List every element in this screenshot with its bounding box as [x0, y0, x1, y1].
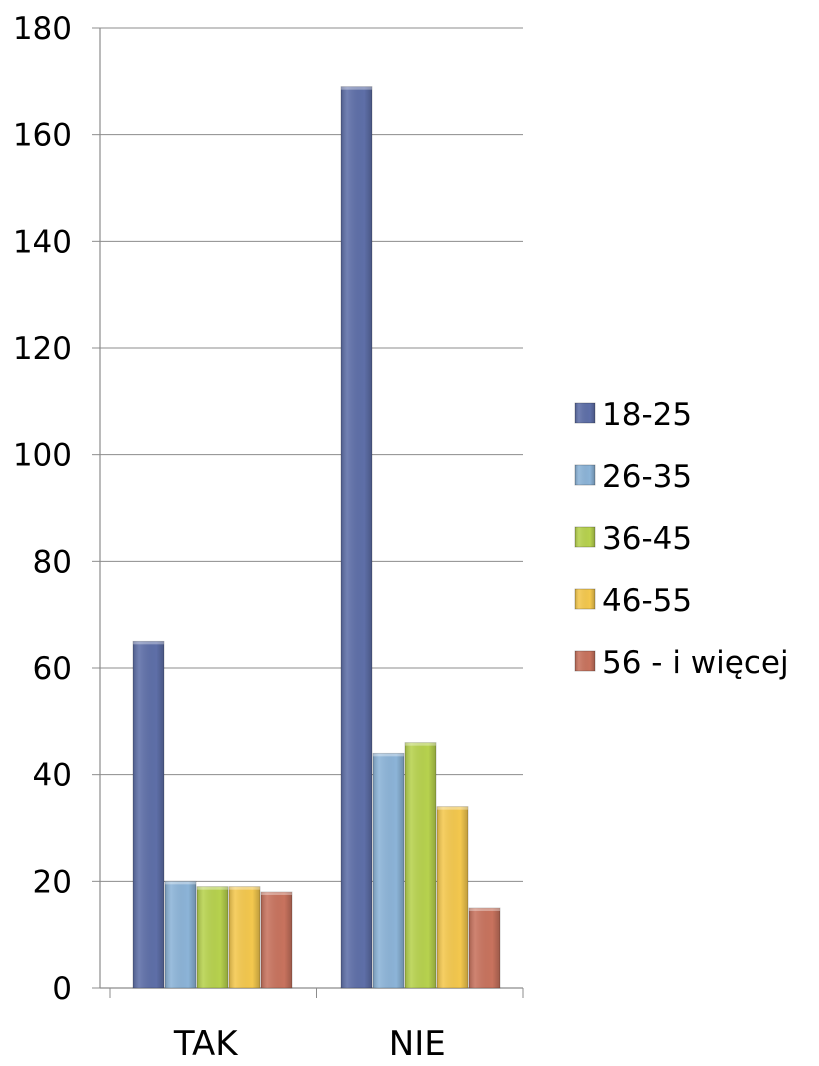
bar [436, 806, 469, 989]
y-tick-label: 80 [33, 544, 72, 580]
legend-item: 26-35 [574, 459, 692, 495]
bar [372, 752, 405, 989]
legend: 18-25 26-35 36-45 46-55 56 - i więcej [574, 397, 789, 681]
legend-label: 56 - i więcej [602, 645, 789, 681]
legend-label: 26-35 [602, 459, 692, 495]
tick-labels: 0 20 40 60 80 100 120 140 160 180 TAK NIE [13, 11, 446, 1064]
bar [164, 880, 197, 989]
bar [196, 886, 229, 989]
gridlines [100, 27, 523, 882]
x-category-label: TAK [173, 1024, 239, 1062]
legend-item: 46-55 [574, 583, 692, 619]
bars [132, 86, 501, 989]
x-category-label: NIE [389, 1024, 446, 1062]
y-tick-label: 0 [52, 971, 72, 1007]
legend-label: 18-25 [602, 397, 692, 433]
y-tick-label: 20 [33, 864, 72, 900]
bar [260, 891, 293, 989]
y-tick-label: 100 [13, 438, 72, 474]
y-tick-label: 120 [13, 331, 72, 367]
legend-item: 18-25 [574, 397, 692, 433]
y-tick-label: 160 [13, 118, 72, 154]
bar [468, 907, 501, 989]
legend-label: 46-55 [602, 583, 692, 619]
bar [404, 742, 437, 989]
bar [132, 640, 165, 989]
y-tick-label: 180 [13, 11, 72, 47]
y-tick-label: 60 [33, 651, 72, 687]
y-tick-label: 140 [13, 224, 72, 260]
legend-label: 36-45 [602, 521, 692, 557]
legend-item: 36-45 [574, 521, 692, 557]
bar [228, 886, 261, 989]
bar [340, 86, 373, 989]
legend-item: 56 - i więcej [574, 645, 789, 681]
y-tick-label: 40 [33, 758, 72, 794]
